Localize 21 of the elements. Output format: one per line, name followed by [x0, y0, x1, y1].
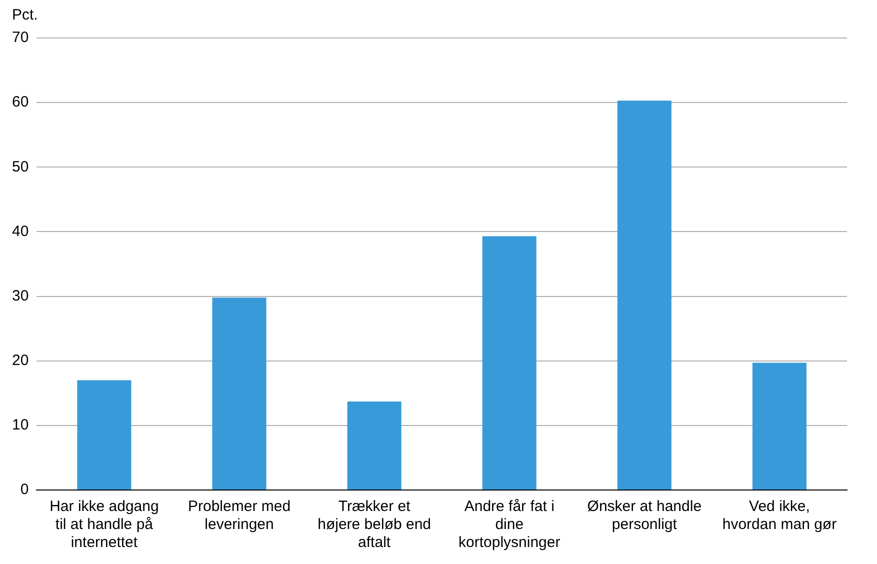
y-tick-label: 0 — [20, 481, 29, 498]
bar — [347, 402, 402, 490]
bar — [482, 236, 536, 490]
bar — [617, 100, 672, 490]
y-axis-title: Pct. — [12, 6, 38, 24]
x-tick-label: Ved ikke, hvordan man gør — [722, 498, 837, 534]
y-tick-label: 60 — [12, 94, 29, 111]
bar — [752, 362, 806, 490]
bar — [212, 298, 266, 490]
y-tick-label: 20 — [12, 352, 29, 369]
x-tick-label: Ønsker at handle personligt — [587, 498, 702, 534]
x-tick-label: Andre får fat i dine kortoplysninger — [458, 498, 560, 552]
x-tick-label: Har ikke adgang til at handle på internettet — [50, 498, 159, 552]
bar — [77, 380, 132, 490]
y-tick-label: 40 — [12, 222, 29, 240]
y-tick-label: 10 — [12, 416, 29, 434]
y-tick-label: 30 — [12, 287, 29, 304]
y-tick-label: 50 — [12, 158, 29, 176]
x-tick-label: Problemer med leveringen — [188, 498, 291, 534]
x-tick-label: Trækker et højere beløb end aftalt — [318, 498, 432, 552]
y-tick-label: 70 — [12, 29, 29, 46]
